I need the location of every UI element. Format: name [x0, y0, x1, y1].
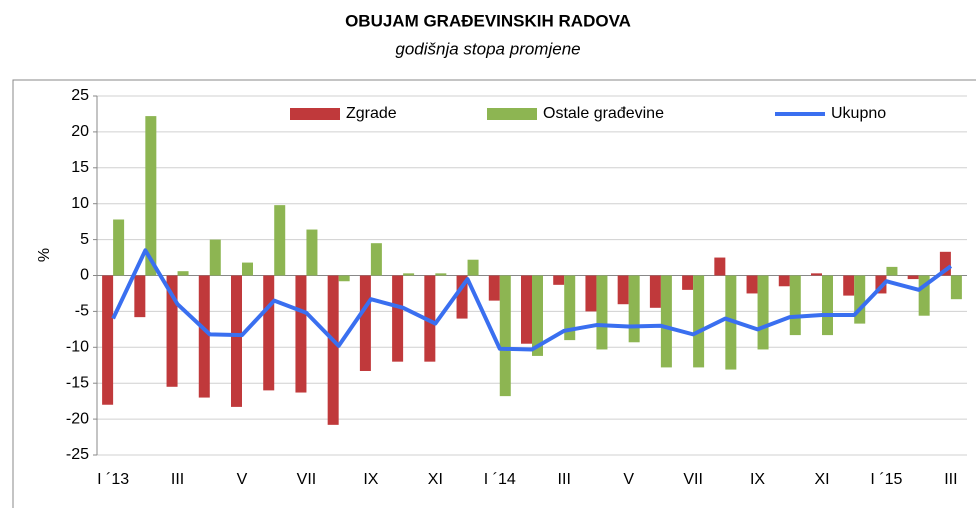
bar — [854, 275, 866, 324]
y-tick-label: 25 — [71, 87, 89, 104]
bar — [789, 275, 801, 336]
y-tick-label: -5 — [75, 303, 89, 320]
bar — [327, 275, 339, 425]
legend-swatch — [290, 108, 340, 120]
x-tick-label: V — [623, 471, 634, 488]
bar — [811, 273, 822, 276]
bar — [403, 273, 415, 276]
bar — [553, 275, 565, 285]
bar — [392, 275, 404, 362]
y-tick-label: 0 — [80, 267, 89, 284]
bar — [628, 275, 640, 343]
bar — [113, 219, 125, 276]
x-tick-label: III — [558, 471, 571, 488]
bar — [435, 273, 447, 276]
bar — [778, 275, 790, 287]
bar — [617, 275, 629, 305]
y-tick-label: 15 — [71, 159, 89, 176]
bar — [102, 275, 114, 405]
bar — [209, 239, 221, 276]
x-tick-label: V — [237, 471, 248, 488]
bar — [231, 275, 242, 407]
bar — [456, 275, 468, 319]
x-tick-label: I ´15 — [870, 471, 902, 488]
bar — [564, 275, 576, 341]
x-tick-label: XI — [428, 471, 443, 488]
bar — [532, 275, 543, 356]
bar — [424, 275, 436, 362]
bar — [822, 275, 833, 336]
bar — [649, 275, 661, 308]
bar — [886, 266, 898, 276]
x-tick-label: VII — [683, 471, 703, 488]
chart-title: OBUJAM GRAĐEVINSKIH RADOVA — [345, 11, 631, 30]
chart-frame — [12, 79, 976, 508]
y-tick-label: -25 — [66, 446, 89, 463]
x-tick-label: VII — [297, 471, 317, 488]
legend-label: Ostale građevine — [543, 105, 664, 122]
y-tick-label: -15 — [66, 374, 89, 391]
bar — [134, 275, 146, 318]
bar — [725, 275, 737, 370]
bar — [499, 275, 511, 397]
bar — [714, 257, 726, 276]
bar — [198, 275, 210, 398]
bar — [660, 275, 672, 368]
line — [111, 248, 953, 352]
x-tick-label: IX — [750, 471, 765, 488]
y-axis-label: % — [36, 248, 53, 262]
x-tick-label: III — [944, 471, 957, 488]
y-tick-label: 10 — [71, 195, 89, 212]
bar — [242, 262, 253, 276]
bar — [274, 205, 286, 276]
bar — [693, 275, 705, 368]
y-tick-label: 5 — [80, 231, 89, 248]
bar — [338, 275, 350, 282]
y-tick-label: -10 — [66, 339, 89, 356]
bar — [843, 275, 855, 296]
bar — [939, 251, 951, 276]
y-tick-label: 20 — [71, 123, 89, 140]
bar — [488, 275, 500, 301]
bar — [306, 229, 318, 276]
legend-label: Ukupno — [831, 105, 886, 122]
y-tick-label: -20 — [66, 410, 89, 427]
bar — [166, 275, 178, 387]
bar — [295, 275, 307, 393]
legend-swatch — [487, 108, 537, 120]
bar — [177, 271, 189, 276]
bar — [467, 259, 479, 276]
bar — [757, 275, 769, 350]
x-tick-label: I ´13 — [97, 471, 129, 488]
x-tick-label: IX — [363, 471, 378, 488]
bar — [370, 243, 382, 276]
chart-subtitle: godišnja stopa promjene — [395, 39, 580, 58]
legend-label: Zgrade — [346, 105, 397, 122]
bar — [746, 275, 758, 294]
bar — [145, 116, 157, 276]
bar — [682, 275, 694, 290]
x-tick-label: I ´14 — [484, 471, 516, 488]
bar — [918, 275, 930, 316]
bar — [596, 275, 608, 350]
bar — [521, 275, 532, 344]
bar — [907, 275, 919, 280]
x-tick-label: XI — [814, 471, 829, 488]
bar — [359, 275, 371, 371]
bar — [950, 275, 962, 300]
x-tick-label: III — [171, 471, 184, 488]
bar — [585, 275, 597, 312]
bar — [263, 275, 275, 391]
